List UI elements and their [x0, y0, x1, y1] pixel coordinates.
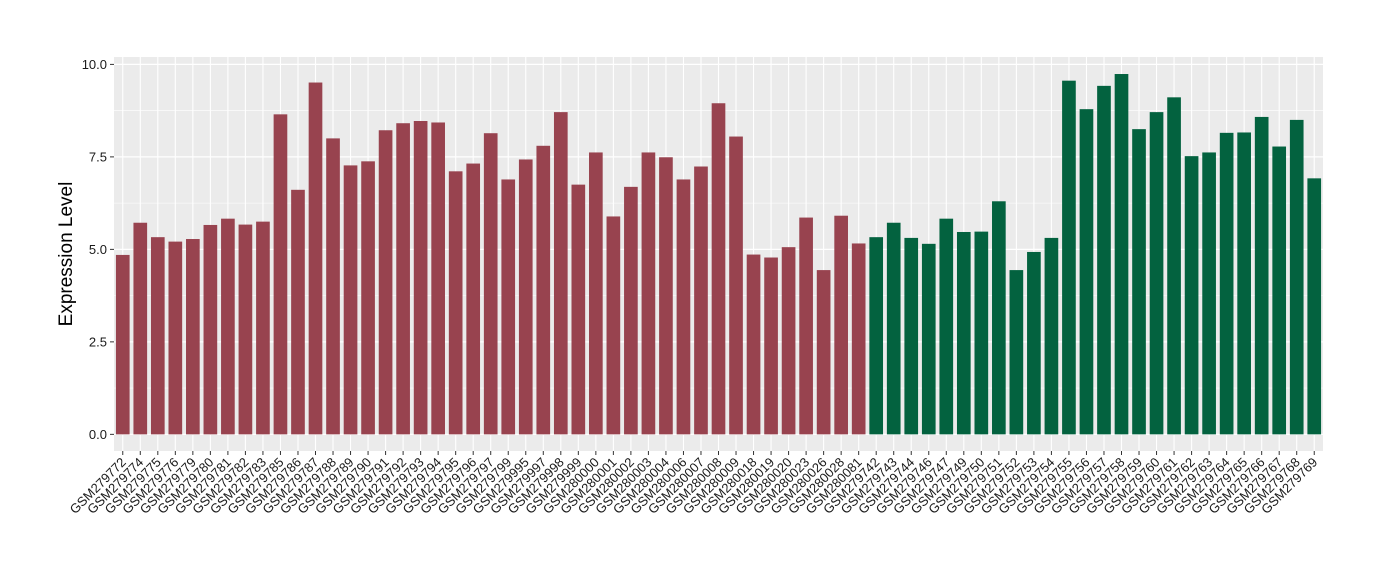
bar [624, 186, 638, 435]
bar [816, 270, 831, 435]
bar [518, 159, 533, 435]
bar [133, 222, 148, 435]
bar [956, 231, 971, 435]
bar [711, 103, 726, 435]
bar [378, 130, 393, 435]
bar [694, 166, 708, 435]
bar [431, 122, 445, 435]
bar [729, 136, 743, 435]
bar [1149, 112, 1164, 435]
bar [1044, 237, 1059, 435]
bar [291, 189, 305, 435]
bar [256, 221, 270, 435]
bar [659, 157, 673, 435]
bar [203, 224, 218, 435]
bar [1167, 97, 1181, 435]
bar [606, 216, 621, 435]
bar [1289, 119, 1304, 435]
y-axis: 0.0 2.5 5.0 7.5 10.0 [82, 57, 114, 442]
y-tick-label: 5.0 [89, 242, 107, 257]
bar [536, 145, 551, 435]
bar [448, 171, 463, 435]
y-tick-label: 0.0 [89, 427, 107, 442]
bar [746, 254, 761, 435]
bar [764, 257, 778, 435]
bar [168, 241, 183, 435]
bar [1079, 109, 1094, 435]
bar [1272, 146, 1287, 435]
bar [641, 152, 656, 435]
bar [150, 237, 165, 435]
bar [904, 237, 919, 435]
bar [483, 133, 498, 435]
bar [834, 215, 848, 435]
bar [238, 224, 253, 435]
bar [1237, 132, 1251, 435]
bar [115, 254, 130, 435]
bars [115, 74, 1322, 435]
bar [571, 184, 586, 435]
bar [221, 218, 235, 435]
y-tick-label: 10.0 [82, 57, 107, 72]
bar [343, 165, 358, 435]
bar [1027, 251, 1041, 435]
bar [326, 138, 340, 435]
bar [413, 121, 428, 435]
bar [466, 163, 481, 435]
bar [589, 152, 603, 435]
bar [974, 231, 989, 435]
x-axis: GSM279772GSM279774GSM279775GSM279776GSM2… [67, 451, 1320, 517]
bar [921, 243, 936, 435]
bar [1097, 85, 1111, 435]
bar [886, 222, 901, 435]
bar [1307, 178, 1322, 435]
bar [851, 243, 866, 435]
y-tick-label: 7.5 [89, 149, 107, 164]
bar [1219, 132, 1234, 435]
bar [869, 237, 884, 435]
bar [186, 239, 200, 435]
bar [676, 179, 691, 435]
bar [1132, 129, 1146, 435]
bar [396, 123, 410, 435]
bar [1184, 156, 1199, 435]
bar [992, 201, 1006, 435]
bar [799, 217, 813, 435]
bar [273, 114, 288, 435]
bar [939, 218, 954, 435]
bar [1009, 270, 1024, 435]
bar [1114, 74, 1129, 435]
y-axis-title: Expression Level [56, 182, 77, 327]
bar [501, 179, 516, 435]
bar [1202, 152, 1216, 435]
bar [553, 112, 568, 435]
y-tick-label: 2.5 [89, 334, 107, 349]
bar [1254, 116, 1269, 435]
bar [361, 161, 375, 435]
bar [1062, 80, 1076, 435]
bar [308, 82, 323, 435]
bar [781, 247, 796, 435]
